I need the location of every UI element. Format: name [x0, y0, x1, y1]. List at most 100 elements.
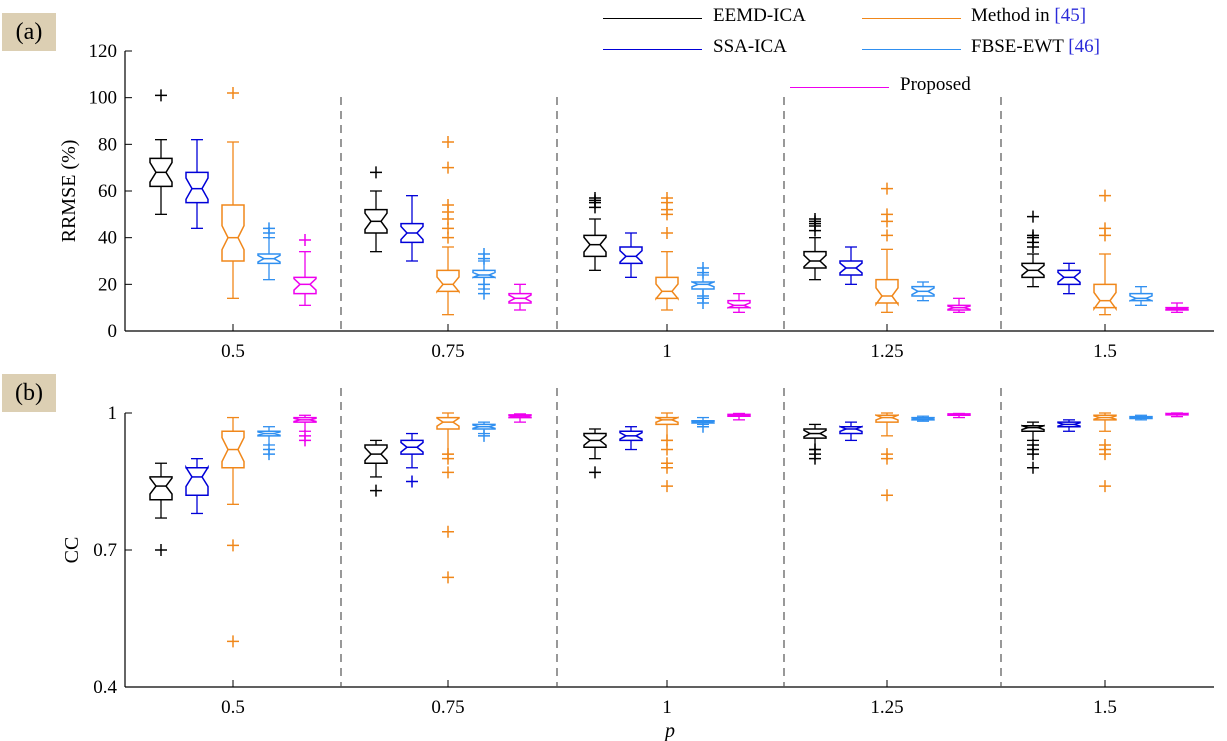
- outlier-method-in-45: [661, 461, 673, 474]
- outlier-fbse-ewt-46: [478, 278, 490, 291]
- outlier-fbse-ewt-46: [697, 290, 709, 302]
- panel-b-y-axis-label: CC: [61, 537, 83, 564]
- box-proposed: [293, 276, 317, 295]
- outlier-method-in-45: [661, 227, 673, 239]
- panel-b-xtick-label: 1.25: [870, 697, 903, 718]
- panel-a-xtick-label: 1.5: [1093, 341, 1117, 362]
- outlier-method-in-45: [442, 448, 454, 461]
- outlier-eemd-ica: [1027, 210, 1039, 223]
- box-fbse-ewt-46: [472, 423, 496, 430]
- box-fbse-ewt-46: [257, 253, 281, 265]
- box-method-in-45: [221, 204, 245, 262]
- outlier-eemd-ica: [589, 192, 601, 204]
- outlier-method-in-45: [442, 466, 454, 479]
- panel-a-ytick-label: 40: [98, 228, 117, 249]
- outlier-method-in-45: [227, 635, 239, 648]
- legend-line-ssa-ica: [603, 49, 702, 50]
- box-eemd-ica: [364, 208, 388, 234]
- outlier-method-in-45: [661, 192, 673, 204]
- box-proposed: [508, 414, 532, 419]
- panel-a-ytick-label: 100: [89, 88, 118, 109]
- legend-line-fbse-ewt: [862, 49, 961, 50]
- box-eemd-ica: [583, 432, 607, 448]
- legend-line-method-45: [862, 18, 961, 19]
- panel-b-ytick-label: 0.4: [93, 677, 117, 698]
- outlier-proposed: [299, 234, 311, 246]
- box-method-in-45: [655, 416, 679, 426]
- outlier-method-in-45: [1099, 480, 1111, 493]
- outlier-method-in-45: [881, 208, 893, 221]
- outlier-eemd-ica: [589, 466, 601, 479]
- panel-b-x-axis-label: p: [663, 720, 675, 741]
- box-method-in-45: [655, 276, 679, 301]
- panel-a-y-axis-label: RRMSE (%): [58, 140, 80, 243]
- outlier-method-in-45: [442, 136, 454, 148]
- panel-a-ytick-label: 80: [98, 134, 117, 155]
- panel-a-tag: (a): [2, 13, 56, 51]
- outlier-method-in-45: [881, 229, 893, 242]
- outlier-fbse-ewt-46: [478, 248, 490, 260]
- outlier-method-in-45: [442, 199, 454, 211]
- box-method-in-45: [1093, 414, 1117, 421]
- outlier-eemd-ica: [1027, 461, 1039, 474]
- outlier-fbse-ewt-46: [697, 262, 709, 274]
- outlier-eemd-ica: [809, 213, 821, 225]
- box-ssa-ica: [1057, 269, 1081, 286]
- box-ssa-ica: [1057, 421, 1081, 428]
- box-proposed: [947, 304, 971, 311]
- panel-b-ytick-label: 0.7: [93, 540, 117, 561]
- box-eemd-ica: [583, 234, 607, 258]
- box-fbse-ewt-46: [691, 420, 715, 424]
- box-fbse-ewt-46: [1129, 415, 1153, 420]
- box-ssa-ica: [839, 425, 863, 435]
- legend-label-eemd-ica: EEMD-ICA: [713, 5, 806, 26]
- panel-a-ytick-label: 60: [98, 181, 117, 202]
- panel-a-ytick-label: 120: [89, 41, 118, 62]
- panel-b-tag: (b): [2, 374, 56, 412]
- box-fbse-ewt-46: [911, 285, 935, 297]
- box-eemd-ica: [1021, 262, 1045, 279]
- outlier-method-in-45: [1099, 189, 1111, 202]
- box-method-in-45: [1093, 283, 1117, 312]
- box-ssa-ica: [185, 464, 209, 496]
- outlier-method-in-45: [227, 87, 239, 99]
- box-eemd-ica: [1021, 424, 1045, 433]
- outlier-method-in-45: [442, 161, 454, 174]
- box-proposed: [727, 299, 751, 309]
- box-fbse-ewt-46: [1129, 292, 1153, 302]
- box-ssa-ica: [400, 222, 424, 244]
- panel-b-ytick-label: 1: [108, 403, 118, 424]
- outlier-method-in-45: [661, 480, 673, 493]
- box-proposed: [947, 413, 971, 417]
- outlier-method-in-45: [881, 489, 893, 502]
- outlier-eemd-ica: [370, 166, 382, 179]
- panel-b-xtick-label: 1: [662, 697, 672, 718]
- box-method-in-45: [875, 278, 899, 307]
- outlier-method-in-45: [442, 571, 454, 584]
- outlier-method-in-45: [227, 539, 239, 552]
- box-ssa-ica: [839, 260, 863, 276]
- box-ssa-ica: [619, 430, 643, 442]
- panel-a-xtick-label: 0.75: [431, 341, 464, 362]
- panel-a-xtick-label: 1: [662, 341, 672, 362]
- legend-label-proposed: Proposed: [900, 74, 971, 95]
- outlier-fbse-ewt-46: [263, 443, 275, 456]
- outlier-method-in-45: [881, 448, 893, 461]
- panel-a-ytick-label: 20: [98, 274, 117, 295]
- legend-line-eemd-ica: [603, 18, 702, 19]
- outlier-eemd-ica: [1027, 438, 1039, 451]
- outlier-method-in-45: [1099, 222, 1111, 235]
- box-method-in-45: [436, 416, 460, 430]
- box-ssa-ica: [185, 171, 209, 204]
- outlier-method-in-45: [442, 525, 454, 538]
- outlier-eemd-ica: [155, 89, 167, 102]
- outlier-method-in-45: [661, 434, 673, 447]
- outlier-method-in-45: [1099, 448, 1111, 461]
- box-method-in-45: [875, 414, 899, 423]
- outlier-eemd-ica: [370, 484, 382, 497]
- box-method-in-45: [436, 269, 460, 294]
- panel-b-xtick-label: 1.5: [1093, 697, 1117, 718]
- box-method-in-45: [221, 430, 245, 469]
- panel-b-xtick-label: 0.5: [221, 697, 245, 718]
